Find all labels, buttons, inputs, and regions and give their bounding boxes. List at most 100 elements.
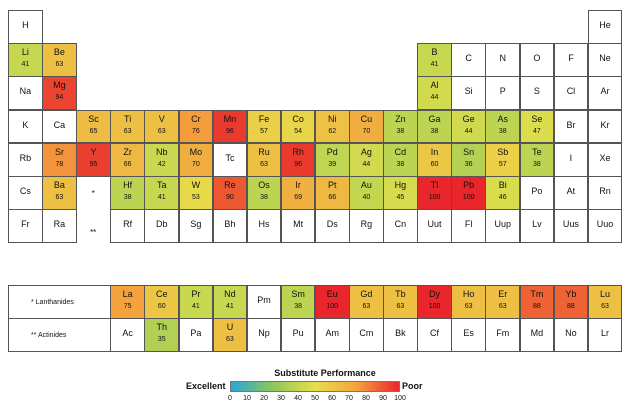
element-symbol: Tm bbox=[530, 289, 544, 299]
element-cell-sb: Sb 57 bbox=[485, 142, 521, 177]
element-symbol: As bbox=[497, 113, 508, 124]
element-symbol: Sr bbox=[54, 146, 64, 157]
element-cell-uuo: Uuo bbox=[587, 209, 623, 243]
element-cell-tb: Tb 63 bbox=[383, 285, 418, 319]
element-symbol: Zr bbox=[123, 146, 132, 157]
element-cell-ca: Ca bbox=[42, 109, 77, 144]
element-cell-f: F bbox=[553, 43, 589, 77]
colorbar-low-label: Excellent bbox=[186, 381, 226, 391]
element-symbol: Nb bbox=[155, 146, 168, 157]
element-value: 78 bbox=[55, 160, 64, 168]
element-value: 60 bbox=[157, 303, 166, 310]
element-cell-os: Os 38 bbox=[246, 176, 282, 210]
element-symbol: Gd bbox=[360, 289, 373, 299]
element-value: 44 bbox=[362, 160, 371, 168]
element-value: 65 bbox=[89, 127, 98, 135]
element-symbol: Cm bbox=[359, 328, 374, 338]
element-symbol: Fm bbox=[496, 328, 510, 338]
element-value: 38 bbox=[123, 194, 132, 201]
element-cell-bh: Bh bbox=[212, 209, 248, 243]
colorbar-tick-label: 90 bbox=[379, 395, 387, 402]
element-value: 100 bbox=[326, 303, 339, 310]
element-cell-cl: Cl bbox=[553, 76, 589, 111]
element-symbol: Rb bbox=[19, 152, 32, 163]
element-symbol: Te bbox=[532, 146, 542, 157]
element-symbol: Mn bbox=[223, 113, 237, 124]
element-cell-cu: Cu 70 bbox=[349, 109, 384, 144]
element-symbol: Ne bbox=[599, 53, 611, 64]
colorbar-tick-label: 80 bbox=[362, 395, 370, 402]
element-cell-ti: Ti 63 bbox=[110, 109, 145, 144]
element-cell-lu: Lu 63 bbox=[587, 285, 623, 319]
element-cell-bi: Bi 46 bbox=[485, 176, 521, 210]
element-cell-uut: Uut bbox=[417, 209, 452, 243]
element-cell-na: Na bbox=[8, 76, 43, 111]
element-cell-c: C bbox=[451, 43, 486, 77]
element-cell-ir: Ir 69 bbox=[280, 176, 316, 210]
element-symbol: Md bbox=[530, 328, 544, 338]
element-symbol: Pm bbox=[257, 295, 271, 305]
element-cell-lr: Lr bbox=[587, 318, 623, 352]
element-cell-md: Md bbox=[519, 318, 555, 352]
element-value: 75 bbox=[123, 303, 132, 310]
colorbar-tick-label: 40 bbox=[294, 395, 302, 402]
element-cell-rh: Rh 96 bbox=[280, 142, 316, 177]
element-value: 38 bbox=[430, 127, 439, 135]
element-value: 63 bbox=[396, 303, 405, 310]
element-value: 60 bbox=[430, 160, 439, 168]
element-cell-i: I bbox=[553, 142, 589, 177]
element-cell-v: V 63 bbox=[144, 109, 180, 144]
element-symbol: Mo bbox=[189, 146, 203, 157]
colorbar-tick-label: 0 bbox=[228, 395, 232, 402]
element-cell-bk: Bk bbox=[383, 318, 418, 352]
element-symbol: Sg bbox=[190, 219, 202, 230]
element-value: 41 bbox=[191, 303, 200, 310]
element-symbol: Rg bbox=[360, 219, 373, 230]
element-cell-se: Se 47 bbox=[519, 109, 555, 144]
element-cell-zn: Zn 38 bbox=[383, 109, 418, 144]
element-symbol: O bbox=[533, 53, 541, 64]
element-symbol: Sm bbox=[291, 289, 305, 299]
element-value: 44 bbox=[430, 94, 439, 102]
element-symbol: Ag bbox=[360, 146, 372, 157]
element-symbol: Ho bbox=[462, 289, 475, 299]
element-cell-pu: Pu bbox=[280, 318, 316, 352]
element-cell-la: La 75 bbox=[110, 285, 145, 319]
element-symbol: Cd bbox=[394, 146, 407, 157]
element-symbol: Na bbox=[19, 86, 32, 97]
element-cell-zr: Zr 66 bbox=[110, 142, 145, 177]
element-symbol: Mg bbox=[53, 80, 66, 91]
element-value: 45 bbox=[396, 194, 405, 201]
element-cell-rn: Rn bbox=[587, 176, 623, 210]
element-symbol: Nd bbox=[224, 289, 236, 299]
element-cell-sc: Sc 65 bbox=[76, 109, 111, 144]
element-value: 100 bbox=[428, 303, 441, 310]
element-symbol: Pd bbox=[326, 146, 338, 157]
colorbar-tick-label: 50 bbox=[311, 395, 319, 402]
element-symbol: Dy bbox=[429, 289, 441, 299]
element-cell-fr: Fr bbox=[8, 209, 43, 243]
element-cell-fl: Fl bbox=[451, 209, 486, 243]
element-symbol: V bbox=[158, 113, 165, 124]
element-symbol: B bbox=[431, 47, 438, 58]
element-symbol: Th bbox=[156, 322, 167, 332]
element-cell-ho: Ho 63 bbox=[451, 285, 486, 319]
element-value: 66 bbox=[123, 160, 132, 168]
element-symbol: He bbox=[599, 20, 611, 30]
element-cell-sn: Sn 36 bbox=[451, 142, 486, 177]
element-cell-re: Re 90 bbox=[212, 176, 248, 210]
element-cell-ga: Ga 38 bbox=[417, 109, 452, 144]
element-symbol: Pa bbox=[190, 328, 202, 338]
element-cell-kr: Kr bbox=[587, 109, 623, 144]
element-cell-pr: Pr 41 bbox=[178, 285, 214, 319]
element-value: 38 bbox=[396, 127, 405, 135]
element-value: 76 bbox=[191, 127, 200, 135]
element-cell-y: Y 95 bbox=[76, 142, 111, 177]
element-cell-uup: Uup bbox=[485, 209, 521, 243]
element-cell-ne: Ne bbox=[587, 43, 623, 77]
element-symbol: Ti bbox=[124, 113, 132, 124]
element-value: 38 bbox=[396, 160, 405, 168]
element-symbol: No bbox=[565, 328, 577, 338]
element-symbol: Ce bbox=[155, 289, 168, 299]
